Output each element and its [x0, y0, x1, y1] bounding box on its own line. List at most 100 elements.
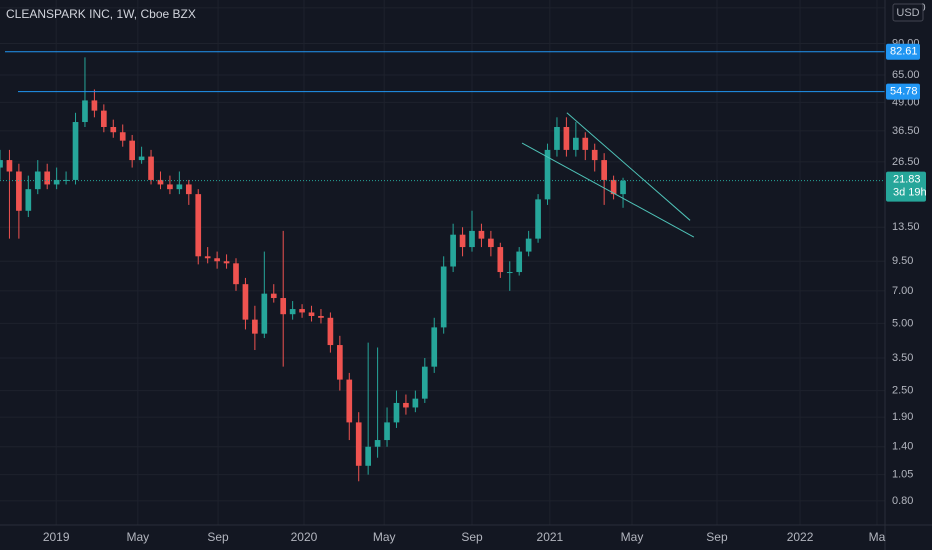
x-tick-label: Ma: [869, 530, 886, 544]
candle-body: [563, 126, 570, 150]
currency-label[interactable]: USD: [896, 7, 919, 19]
candle-body: [544, 149, 551, 200]
x-tick-label: Sep: [207, 530, 229, 544]
candle-body: [16, 171, 22, 211]
candle-body: [582, 137, 589, 150]
y-tick-label: 5.00: [892, 317, 913, 329]
candle-body: [393, 402, 400, 423]
y-tick-label: 1.40: [892, 441, 913, 453]
candle-body: [346, 379, 353, 423]
candle-body: [157, 179, 164, 185]
candle-body: [308, 312, 315, 316]
price-label-box: [886, 43, 920, 60]
price-label: 54.78: [890, 85, 918, 97]
candle-body: [591, 149, 598, 161]
price-label: 82.61: [890, 46, 918, 58]
x-tick-label: May: [373, 530, 396, 544]
candle-body: [554, 126, 560, 150]
candle-body: [535, 199, 541, 239]
candle-body: [44, 171, 51, 185]
candle-body: [525, 238, 532, 252]
candle-body: [403, 402, 409, 408]
candle-body: [119, 132, 126, 141]
countdown-label: 3d 19h: [893, 187, 927, 199]
y-tick-label: 2.50: [892, 384, 913, 396]
candle-body: [610, 179, 617, 195]
candle-body: [214, 258, 220, 262]
candle-body: [412, 398, 419, 408]
y-tick-label: 3.50: [892, 352, 913, 364]
y-tick-label: 36.50: [892, 125, 920, 137]
candle-body: [280, 298, 287, 315]
candle-body: [421, 366, 428, 399]
candle-body: [459, 234, 466, 248]
candle-body: [365, 446, 371, 466]
x-tick-label: May: [126, 530, 149, 544]
candle-body: [110, 126, 117, 133]
candle-body: [355, 422, 362, 466]
candle-body: [270, 293, 277, 299]
candle-body: [72, 122, 79, 180]
chart-title: CLEANSPARK INC, 1W, Cboe BZX: [6, 7, 196, 21]
candle-body: [34, 171, 41, 190]
candle-body: [601, 160, 607, 180]
x-tick-label: 2021: [537, 530, 564, 544]
candle-body: [497, 247, 504, 273]
candle-body: [478, 230, 485, 239]
candle-body: [327, 317, 334, 346]
candle-body: [573, 137, 579, 150]
y-tick-label: 0.80: [892, 495, 913, 507]
y-tick-label: 1.90: [892, 411, 913, 423]
candle-body: [53, 179, 60, 185]
x-tick-label: 2020: [291, 530, 318, 544]
candle-body: [138, 156, 145, 161]
candle-body: [620, 180, 626, 195]
candle-body: [440, 266, 447, 328]
candle-body: [299, 309, 305, 313]
candle-body: [185, 184, 192, 195]
candle-body: [148, 156, 154, 180]
candle-body: [337, 345, 343, 380]
price-label-box: [886, 83, 920, 100]
candle-body: [91, 100, 98, 111]
currency-box[interactable]: [892, 3, 924, 22]
candle-body: [488, 238, 494, 248]
candle-body: [261, 293, 268, 334]
candle-body: [252, 319, 258, 334]
candle-body: [176, 184, 183, 190]
candle-body: [129, 140, 135, 161]
x-tick-label: 2019: [43, 530, 70, 544]
candle-body: [289, 309, 296, 315]
trendline: [521, 142, 695, 238]
x-tick-label: Sep: [461, 530, 483, 544]
candle-body: [167, 184, 173, 190]
y-tick-label: 1.05: [892, 469, 913, 481]
candle-body: [233, 263, 239, 285]
candle-body: [195, 194, 202, 257]
last-price-box: [886, 171, 926, 202]
candle-body: [223, 261, 230, 264]
candle-body: [384, 422, 390, 441]
y-tick-label: 9.50: [892, 255, 913, 267]
axes: 0.80 1.05 1.40 1.90 2.50 3.50 5.00 7.00 9.50 13.5…: [43, 2, 927, 544]
last-price-label: 21.83: [893, 174, 921, 186]
candle-body: [431, 327, 438, 367]
candle-body: [25, 189, 32, 211]
y-tick-label: 26.50: [892, 156, 920, 168]
y-tick-label: 65.00: [892, 69, 920, 81]
candle-body: [506, 272, 513, 274]
candle-body: [82, 100, 88, 123]
candle-body: [374, 440, 381, 447]
trendline: [566, 112, 691, 221]
x-tick-label: Sep: [706, 530, 728, 544]
candle-body: [318, 315, 324, 318]
plot-area: [0, 0, 885, 525]
candle-body: [469, 230, 475, 248]
candle-body: [0, 160, 3, 168]
x-tick-label: 2022: [787, 530, 814, 544]
candle-body: [204, 256, 211, 259]
candle-body: [450, 234, 456, 267]
candle-body: [242, 284, 249, 320]
